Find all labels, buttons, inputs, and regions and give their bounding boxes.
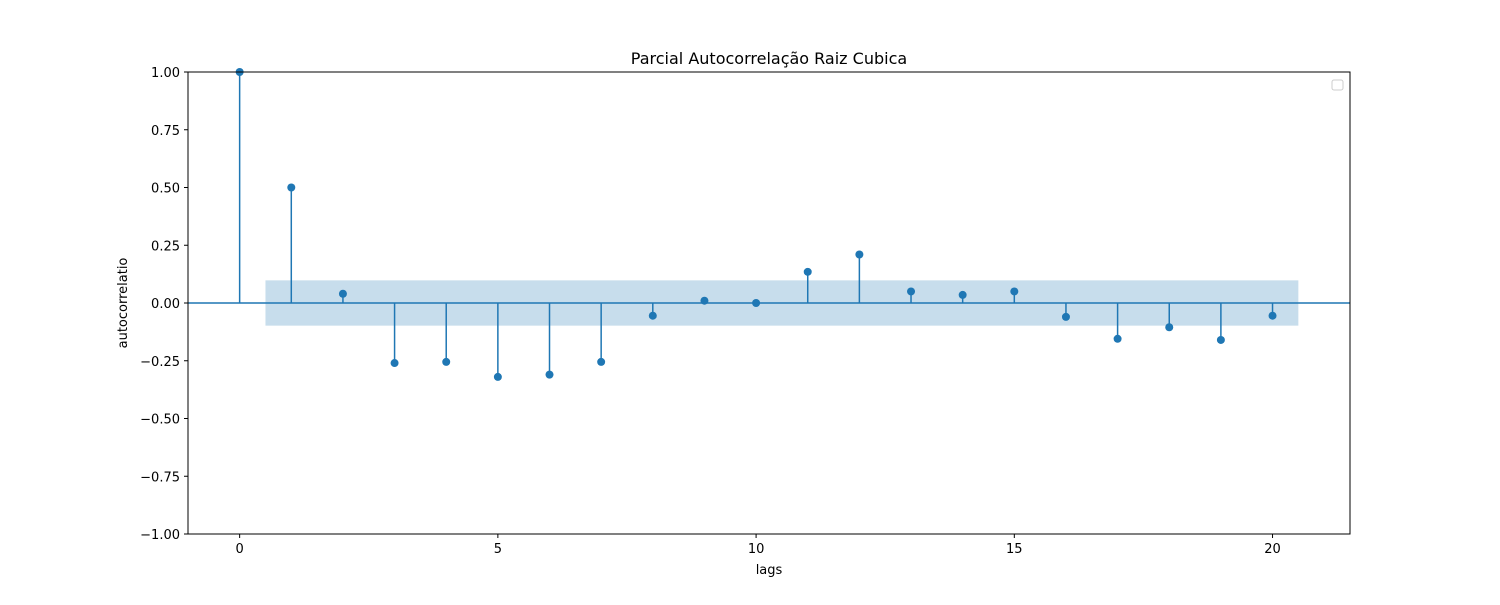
- marker-lag-14: [958, 290, 967, 299]
- chart-title: Parcial Autocorrelação Raiz Cubica: [631, 49, 907, 68]
- y-tick-label-0: −1.00: [140, 528, 180, 543]
- marker-lag-1: [287, 183, 296, 192]
- marker-lag-9: [700, 296, 709, 305]
- marker-lag-12: [855, 250, 864, 259]
- marker-lag-8: [648, 311, 657, 320]
- marker-lag-13: [907, 287, 916, 296]
- marker-lag-4: [442, 357, 451, 366]
- marker-lag-19: [1216, 335, 1225, 344]
- y-tick-label-3: −0.25: [140, 355, 180, 370]
- y-ticks-layer: −1.00 −0.75 −0.50 −0.25 0.00 0.25 0.50 0.75 1.00: [140, 66, 188, 543]
- x-tick-label-0: 0: [236, 542, 244, 557]
- marker-lag-20: [1268, 311, 1277, 320]
- markers-layer: [235, 68, 1277, 381]
- y-tick-label-8: 1.00: [151, 66, 180, 81]
- marker-lag-15: [1010, 287, 1019, 296]
- marker-lag-18: [1165, 323, 1174, 332]
- y-tick-label-5: 0.25: [151, 239, 180, 254]
- y-tick-label-6: 0.50: [151, 182, 180, 197]
- marker-lag-6: [545, 370, 554, 379]
- legend-box: [1331, 79, 1344, 91]
- marker-lag-11: [803, 267, 812, 276]
- y-tick-label-4: 0.00: [151, 297, 180, 312]
- x-tick-label-15: 15: [1006, 542, 1023, 557]
- x-tick-label-10: 10: [748, 542, 765, 557]
- marker-lag-5: [493, 372, 502, 381]
- x-tick-label-5: 5: [494, 542, 502, 557]
- marker-lag-3: [390, 359, 399, 368]
- y-tick-label-2: −0.50: [140, 413, 180, 428]
- stems-layer: [238, 72, 1274, 377]
- marker-lag-16: [1061, 312, 1070, 321]
- y-tick-label-1: −0.75: [140, 470, 180, 485]
- marker-lag-7: [597, 357, 606, 366]
- marker-lag-17: [1113, 334, 1122, 343]
- x-tick-label-20: 20: [1264, 542, 1281, 557]
- marker-lag-2: [338, 289, 347, 298]
- x-axis-label: lags: [756, 563, 783, 578]
- x-ticks-layer: 0 5 10 15 20: [236, 534, 1281, 557]
- y-tick-label-7: 0.75: [151, 124, 180, 139]
- y-axis-label: autocorrelatio: [116, 258, 131, 349]
- marker-lag-10: [752, 299, 761, 307]
